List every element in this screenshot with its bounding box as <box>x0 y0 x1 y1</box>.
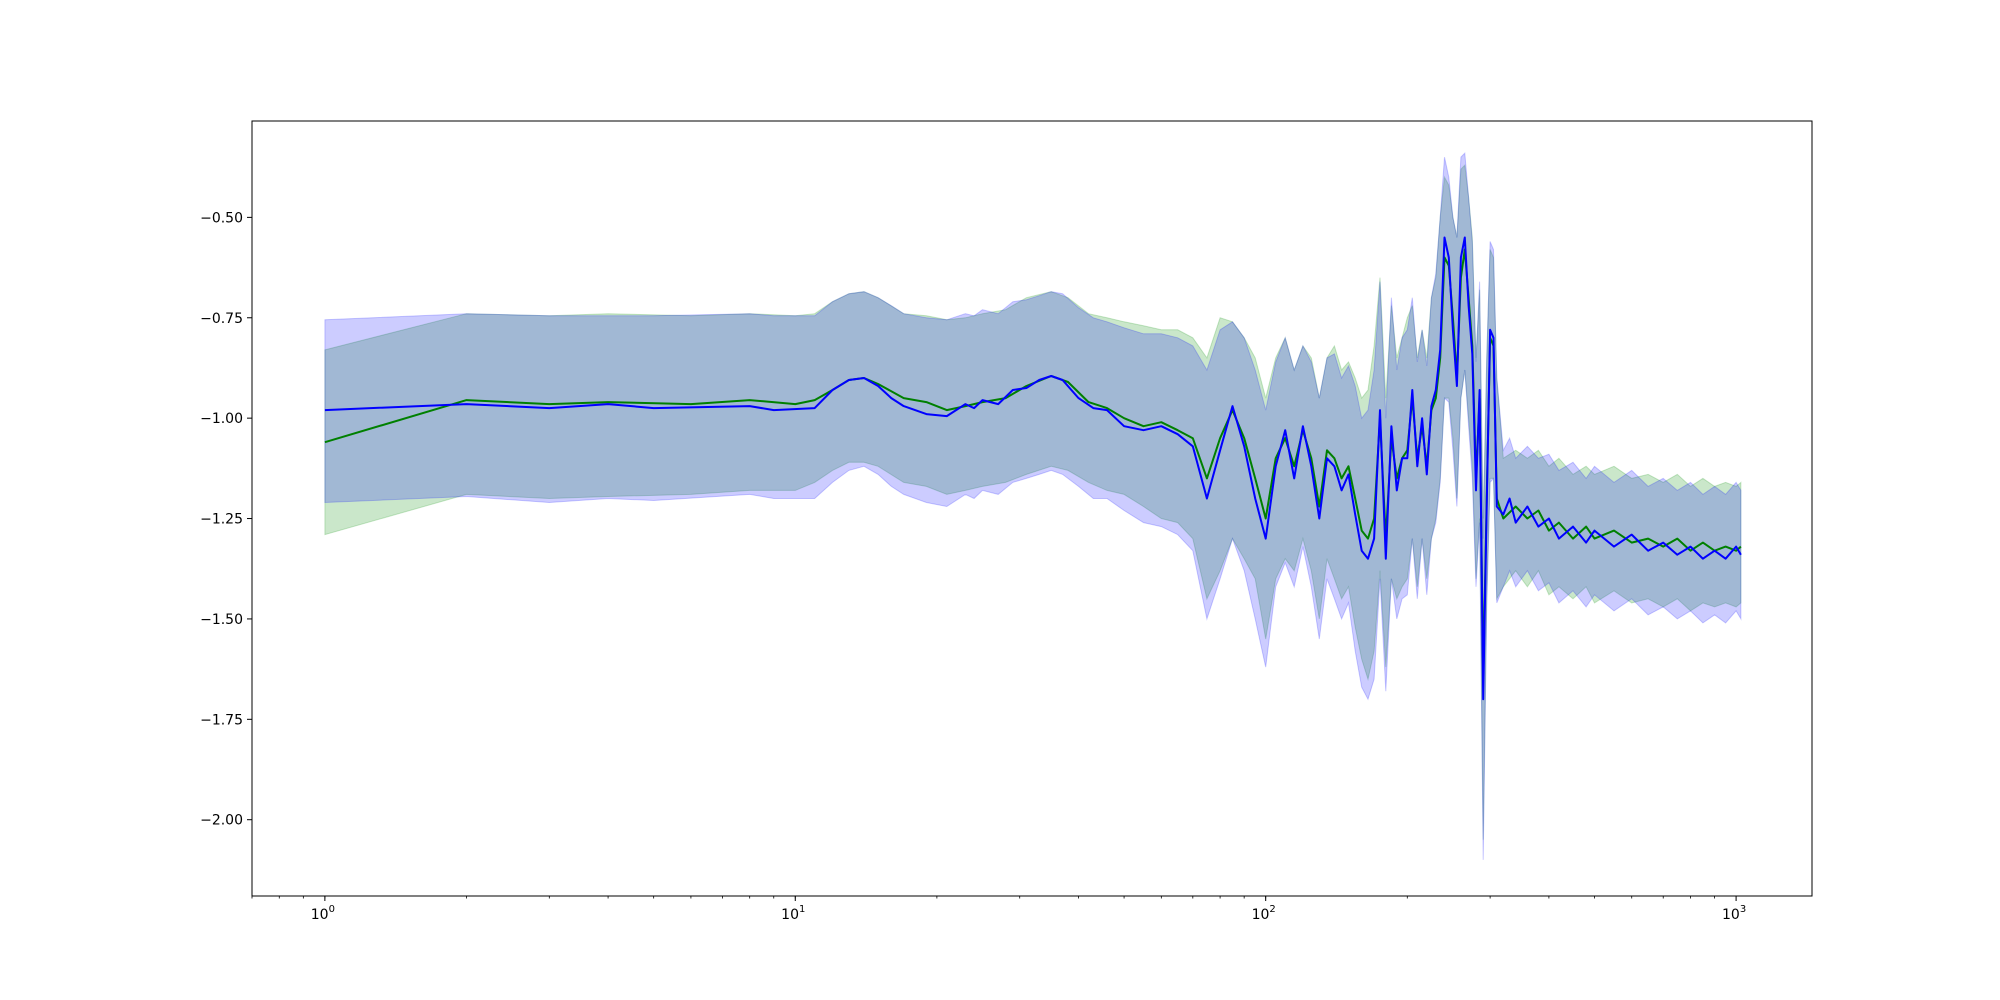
y-axis: −0.50 −0.75 −1.00 −1.25 −1.50 −1.75 −2.00 <box>200 210 252 829</box>
plot-frame <box>251 120 1813 897</box>
y-tick-label: −1.50 <box>200 612 243 628</box>
x-tick-label: 101 <box>781 904 805 923</box>
series-lines <box>324 236 1742 701</box>
x-tick-label: 100 <box>311 904 335 923</box>
series-2-band <box>324 151 1742 860</box>
series-2-line <box>324 236 1742 701</box>
y-tick-label: −2.00 <box>200 813 243 829</box>
y-tick-label: −1.25 <box>200 512 243 528</box>
x-tick-label: 103 <box>1722 904 1746 923</box>
y-tick-label: −1.75 <box>200 712 243 728</box>
series-1-band <box>324 164 1742 840</box>
x-axis: 100 101 102 103 <box>251 896 1746 923</box>
x-tick-label: 102 <box>1252 904 1276 923</box>
y-tick-label: −0.75 <box>200 311 243 327</box>
y-tick-label: −1.00 <box>200 411 243 427</box>
confidence-bands <box>324 151 1742 860</box>
y-tick-label: −0.50 <box>200 210 243 226</box>
